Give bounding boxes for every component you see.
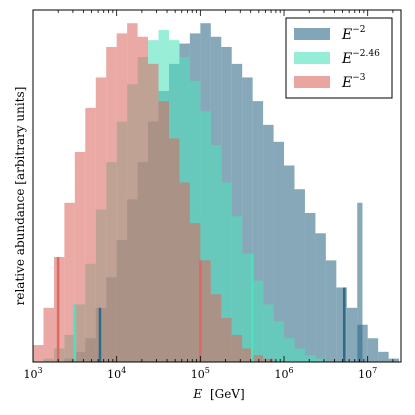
legend: E−2 E−2.46 E−3 <box>285 17 393 99</box>
legend-swatch <box>294 76 330 88</box>
bar <box>242 253 253 362</box>
bar <box>284 338 295 362</box>
bar <box>168 138 180 362</box>
bar <box>252 355 264 362</box>
legend-label: E−2.46 <box>341 49 380 67</box>
x-tick-labels: 103 104 105 106 107 <box>23 366 377 381</box>
y-axis-label: relative abundance [arbitrary units] <box>13 87 27 306</box>
bar <box>85 107 96 362</box>
bar <box>64 202 75 362</box>
bar <box>231 334 243 362</box>
bar <box>221 182 232 362</box>
bar <box>378 351 389 362</box>
legend-label: E−2 <box>341 25 366 43</box>
bar <box>263 358 274 362</box>
legend-swatch <box>294 28 330 40</box>
x-tick-label: 103 <box>23 366 42 381</box>
bar <box>74 151 86 362</box>
bar <box>252 101 264 363</box>
bar <box>148 63 159 362</box>
bar <box>315 233 326 362</box>
legend-swatch <box>294 52 330 64</box>
legend-label: E−3 <box>341 73 366 91</box>
bar <box>367 338 379 362</box>
bar <box>273 141 285 362</box>
bar <box>33 345 44 362</box>
bar <box>252 280 264 362</box>
x-tick-label: 107 <box>358 366 377 381</box>
bar <box>221 317 232 362</box>
bar <box>200 111 211 362</box>
plot-area <box>33 23 400 363</box>
bar <box>336 287 347 362</box>
bar <box>242 77 253 362</box>
bar <box>95 77 107 362</box>
bar <box>263 304 274 362</box>
bar <box>127 23 138 363</box>
x-tick-label: 104 <box>107 366 126 381</box>
bar <box>210 145 222 362</box>
bar <box>137 36 149 362</box>
bar <box>304 212 316 362</box>
bar <box>315 358 326 362</box>
bar <box>304 355 316 362</box>
bar <box>231 63 243 362</box>
bar <box>231 216 243 362</box>
bar <box>116 33 128 362</box>
x-tick-label: 105 <box>191 366 210 381</box>
bar <box>189 80 201 362</box>
bar <box>325 260 337 362</box>
plot-frame <box>32 9 402 363</box>
bar <box>263 124 274 362</box>
bar <box>294 348 305 362</box>
bar <box>179 182 190 362</box>
bar <box>43 307 54 362</box>
bar <box>106 46 117 362</box>
bar <box>210 294 222 362</box>
x-axis-label: E [GeV] <box>192 387 244 401</box>
axes <box>32 9 402 363</box>
bar <box>284 165 295 362</box>
bar <box>294 189 305 362</box>
series-2 <box>33 23 274 363</box>
x-tick-label: 106 <box>274 366 293 381</box>
bar-outlier <box>357 202 363 362</box>
bar <box>346 307 358 362</box>
bar <box>200 260 211 362</box>
bar <box>242 348 253 362</box>
bar <box>189 223 201 362</box>
bar <box>273 321 285 362</box>
bar <box>158 101 169 363</box>
bar <box>388 358 400 362</box>
